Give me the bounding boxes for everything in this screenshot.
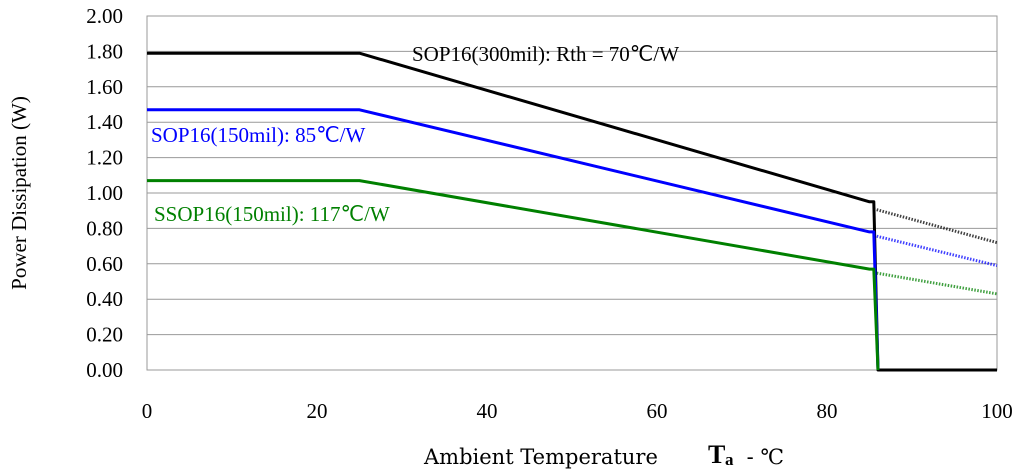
y-tick-label: 2.00	[86, 4, 123, 28]
y-tick-label: 0.80	[86, 216, 123, 240]
x-tick-labels: 0 20 40 60 80 100	[142, 399, 1013, 423]
y-tick-labels: 0.00 0.20 0.40 0.60 0.80 1.00 1.20 1.40 1.60 1.80…	[86, 4, 123, 382]
y-tick-label: 1.40	[86, 110, 123, 134]
series-lines	[147, 51, 997, 372]
series-extension-sop150	[873, 234, 998, 268]
x-tick-label: 40	[477, 399, 498, 423]
label-sop300: SOP16(300mil): Rth = 70℃/W	[412, 42, 679, 66]
y-axis-label: Power Dissipation (W)	[7, 96, 31, 290]
y-tick-label: 0.60	[86, 252, 123, 276]
x-tick-label: 60	[647, 399, 668, 423]
grid-lines	[147, 50, 997, 336]
x-axis-label-symbol: T	[708, 440, 725, 469]
series-extension-sop300	[873, 207, 998, 245]
y-tick-label: 0.00	[86, 358, 123, 382]
x-tick-label: 20	[307, 399, 328, 423]
label-sop150: SOP16(150mil): 85℃/W	[151, 123, 366, 147]
series-line-sop300	[147, 51, 997, 372]
x-axis-label-main: Ambient Temperature	[423, 445, 658, 469]
y-tick-label: 0.40	[86, 287, 123, 311]
x-axis-label-unit: - ℃	[740, 445, 784, 469]
x-tick-label: 100	[981, 399, 1013, 423]
x-tick-label: 80	[817, 399, 838, 423]
y-tick-label: 1.60	[86, 75, 123, 99]
y-tick-label: 0.20	[86, 323, 123, 347]
y-tick-label: 1.00	[86, 181, 123, 205]
series-line-ssop150	[147, 179, 880, 371]
y-tick-label: 1.80	[86, 39, 123, 63]
label-ssop150: SSOP16(150mil): 117℃/W	[154, 202, 390, 226]
x-axis-label-subscript: a	[725, 450, 734, 469]
dotted-extensions	[873, 207, 998, 296]
y-tick-label: 1.20	[86, 146, 123, 170]
x-axis-label: Ambient Temperature T a - ℃	[423, 440, 784, 469]
x-tick-label: 0	[142, 399, 153, 423]
